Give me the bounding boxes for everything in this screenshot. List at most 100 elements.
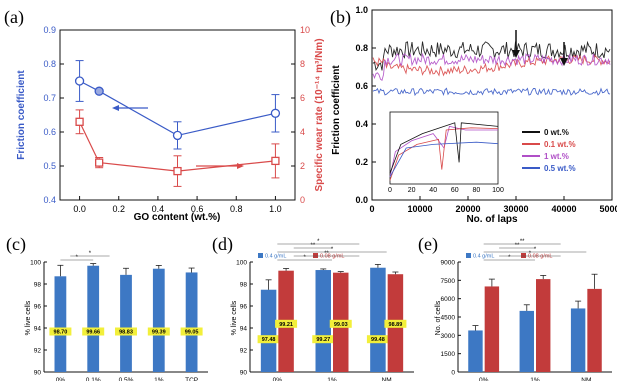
down-arrow-40000 [560, 42, 568, 66]
category-label: NM [581, 377, 591, 381]
panel-a-left-ticks: 0.4 0.5 0.6 0.7 0.8 0.9 [43, 25, 64, 205]
y-tick-label: 9000 [441, 260, 456, 267]
arrow-right-to-wear [196, 163, 244, 169]
data-point [172, 130, 183, 141]
category-label: 1% [327, 377, 337, 381]
inset-x-tick-label: 0 [388, 187, 392, 194]
series-trace-red [372, 54, 611, 77]
panel-e: (e) 0 1500 3000 4500 6000 7500 9000 0% 1% NM 0.4 g… [418, 234, 612, 381]
category-label: 0.1% [86, 377, 101, 381]
data-label-bg [312, 335, 335, 344]
inset-trace [389, 127, 499, 181]
legend-label: 0.4 g/mL [473, 254, 494, 260]
panel-c-chart: 90 92 94 96 98 100 0% 98.70 0.1% 99.66 0.5% 98.83 1%… [30, 251, 208, 381]
inset-trace [389, 122, 499, 174]
y-tick-label-left: 0.5 [43, 161, 56, 171]
data-label-bg [82, 327, 105, 336]
legend-label: 0.08 g/mL [320, 254, 344, 260]
inset-x-tick-label: 20 [408, 187, 416, 194]
data-point [173, 166, 182, 176]
panel-b-inset-ticks: 0 20 40 60 80 100 [388, 187, 504, 194]
y-tick-label-left: 0.6 [43, 127, 56, 137]
data-point [95, 158, 104, 167]
x-tick-label: 50000 [599, 204, 617, 214]
legend-label: 0 wt.% [544, 128, 569, 137]
y-tick-label-left: 0.8 [43, 59, 56, 69]
data-label: 98.70 [54, 330, 68, 336]
panel-b-x-ticks: 0 10000 20000 30000 40000 50000 [369, 196, 617, 214]
category-label: 1% [154, 377, 164, 381]
significance-marker: * [76, 255, 79, 261]
data-point [75, 117, 84, 126]
y-tick-label: 1.0 [355, 5, 368, 15]
data-label: 99.05 [185, 330, 199, 336]
legend-swatch [521, 253, 526, 258]
y-tick-label: 0.4 [355, 119, 368, 129]
panel-b-y-ticks: 0.0 0.2 0.4 0.6 0.8 1.0 [355, 5, 376, 205]
bar [260, 289, 277, 372]
data-label: 99.48 [371, 337, 385, 343]
data-label: 99.21 [279, 322, 293, 328]
y-tick-label: 92 [34, 348, 42, 355]
y-tick-label: 0.8 [355, 43, 368, 53]
significance-marker: * [534, 247, 537, 253]
legend-swatch [466, 253, 471, 258]
y-tick-label: 6000 [441, 296, 456, 303]
significance-marker: * [508, 255, 511, 261]
bar [120, 274, 132, 372]
y-tick-label: 92 [240, 348, 248, 355]
y-tick-label: 100 [236, 260, 247, 267]
category-label: 0% [273, 377, 283, 381]
y-tick-label: 7500 [441, 278, 456, 285]
panel-b-legend: 0 wt.% 0.1 wt.% 1 wt.% 0.5 wt.% [522, 128, 576, 173]
data-label: 98.83 [119, 330, 133, 336]
legend-label: 0.08 g/mL [528, 254, 552, 260]
legend-label: 1 wt.% [544, 152, 569, 161]
panel-e-chart: 0 1500 3000 4500 6000 7500 9000 0% 1% NM 0.4 g/mL 0… [441, 239, 612, 381]
data-label-bg [49, 327, 72, 336]
x-tick-label: 0.2 [112, 204, 125, 214]
y-tick-label-right: 8 [300, 59, 305, 69]
y-tick-label-left: 0.7 [43, 93, 56, 103]
y-tick-label-right: 4 [300, 127, 305, 137]
legend-swatch [313, 253, 318, 258]
data-point [74, 76, 85, 86]
bar [536, 279, 551, 372]
y-tick-label: 4500 [441, 315, 456, 322]
category-label: TCP [185, 377, 198, 381]
x-tick-label: 20000 [455, 204, 480, 214]
panel-b-inset: 0 20 40 60 80 100 [388, 111, 504, 194]
bar [54, 276, 67, 372]
data-label-bg [275, 319, 298, 328]
x-tick-label: 0.0 [73, 204, 86, 214]
data-label-bg [115, 327, 137, 336]
panel-a-ylabel-left: Friction coefficient [16, 70, 27, 160]
panel-b-frame [371, 9, 613, 201]
panel-c-ylabel: % live cells [25, 300, 32, 335]
panel-a-x-ticks: 0.0 0.2 0.4 0.6 0.8 1.0 [73, 196, 282, 214]
bar [468, 330, 483, 372]
panel-e-ylabel: No. of cells [435, 300, 442, 335]
y-tick-label: 96 [34, 304, 42, 311]
data-label: 99.39 [152, 330, 166, 336]
series-trace-black [372, 40, 611, 71]
series-line-left [79, 80, 276, 137]
x-tick-label: 1.0 [269, 204, 282, 214]
inset-x-tick-label: 80 [473, 187, 481, 194]
category-label: NM [382, 377, 392, 381]
arrow-left-to-friction [112, 105, 148, 111]
panel-a: (a) 0.0 0.2 0.4 0.6 0.8 1.0 0.40.50.60.70.80.… [4, 7, 325, 223]
significance-marker: * [529, 251, 532, 257]
bar [370, 267, 386, 372]
data-label-bg [147, 327, 170, 336]
legend-label: 0.4 g/mL [265, 254, 286, 260]
legend-swatch [258, 253, 263, 258]
x-tick-label: 0.8 [230, 204, 243, 214]
bar [570, 308, 586, 372]
data-label: 99.03 [334, 322, 348, 328]
significance-marker: * [303, 255, 306, 261]
inset-x-tick-label: 40 [429, 187, 437, 194]
y-tick-label: 94 [34, 326, 42, 333]
panel-b-xlabel: No. of laps [466, 214, 518, 225]
panel-a-series [74, 60, 281, 187]
